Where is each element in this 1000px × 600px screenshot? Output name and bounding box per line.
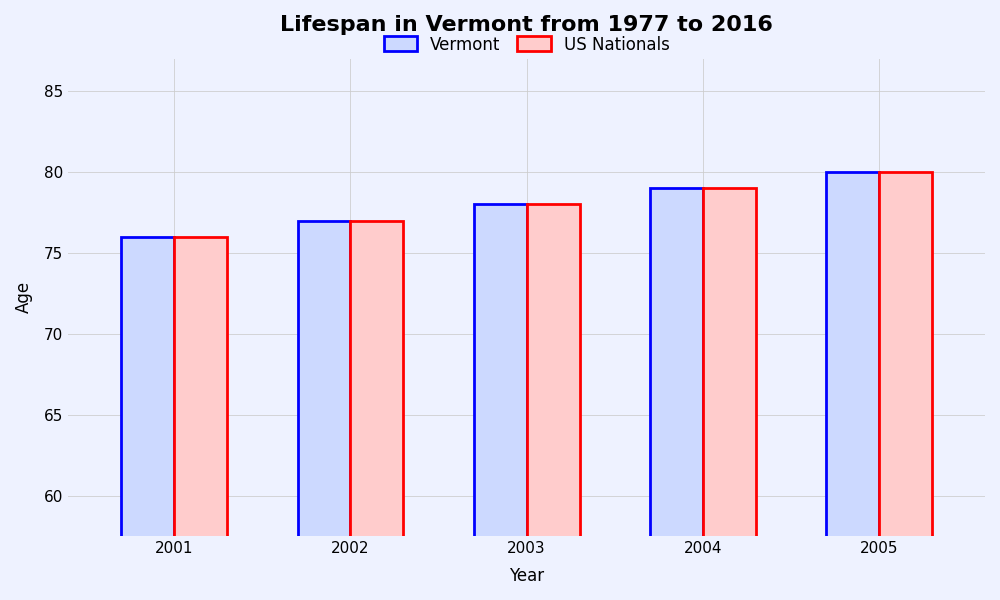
Bar xyxy=(879,172,932,600)
Bar xyxy=(703,188,756,600)
Bar xyxy=(527,205,580,600)
Bar xyxy=(826,172,879,600)
Bar xyxy=(650,188,703,600)
X-axis label: Year: Year xyxy=(509,567,544,585)
Bar xyxy=(474,205,527,600)
Legend: Vermont, US Nationals: Vermont, US Nationals xyxy=(377,29,676,60)
Title: Lifespan in Vermont from 1977 to 2016: Lifespan in Vermont from 1977 to 2016 xyxy=(280,15,773,35)
Bar xyxy=(298,221,350,600)
Bar xyxy=(121,237,174,600)
Bar xyxy=(174,237,227,600)
Y-axis label: Age: Age xyxy=(15,281,33,313)
Bar xyxy=(350,221,403,600)
